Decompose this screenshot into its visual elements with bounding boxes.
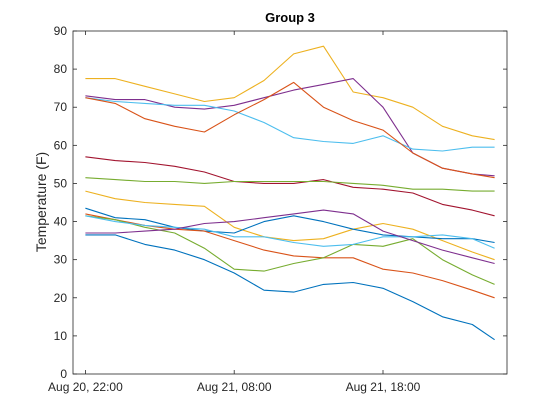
series-line-12 [85,209,495,265]
y-tick-label: 10 [54,329,68,343]
series-line-10 [85,215,495,285]
series-line-4 [85,81,495,179]
series-layer [85,45,495,341]
series-line-7 [85,190,495,261]
series-line-9 [85,213,495,299]
y-tick-label: 60 [54,138,68,152]
y-tick-label: 90 [54,24,68,38]
x-tick-label: Aug 21, 08:00 [197,380,272,394]
x-tick-label: Aug 21, 18:00 [346,380,421,394]
y-tick-label: 0 [60,367,67,381]
series-line-1 [85,45,495,141]
y-tick-label: 40 [54,215,68,229]
y-tick-label: 50 [54,176,68,190]
y-tick-label: 80 [54,62,68,76]
series-line-13 [85,234,495,341]
series-line-5 [85,156,495,217]
y-axis-label: Temperature (F) [33,152,49,252]
axes-layer: 0 10 20 30 40 50 60 70 80 90 Aug 20, 22:00 Aug 21, … [48,24,508,394]
plot-background [73,31,507,374]
series-line-3 [85,97,495,152]
y-tick-label: 70 [54,100,68,114]
y-tick-label: 30 [54,253,68,267]
x-tick-label: Aug 20, 22:00 [48,380,123,394]
y-tick-label: 20 [54,291,68,305]
axes-box [72,30,508,375]
series-line-11 [85,215,495,249]
series-line-6 [85,177,495,192]
series-line-8 [85,207,495,244]
chart-title: Group 3 [265,10,315,25]
